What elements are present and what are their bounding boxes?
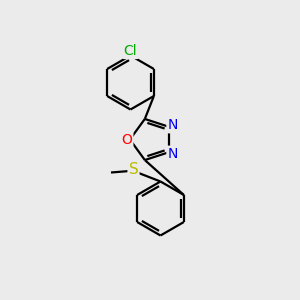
Text: O: O [122,133,132,146]
Text: N: N [167,147,178,161]
Text: N: N [167,118,178,132]
Text: S: S [129,162,138,177]
Text: Cl: Cl [124,44,137,58]
